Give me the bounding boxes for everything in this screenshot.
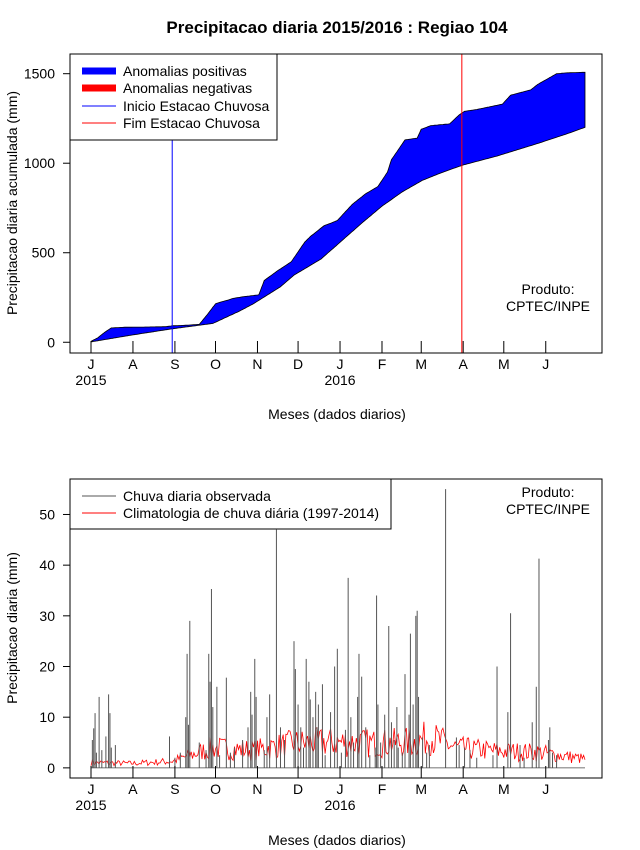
cumulative-y-tick-label: 1500 — [24, 66, 55, 82]
daily-year-label: 2015 — [75, 797, 106, 813]
daily-x-tick-label: S — [170, 781, 179, 797]
cumulative-year-label: 2016 — [324, 372, 355, 388]
cumulative-x-tick-label: S — [170, 356, 179, 372]
climatology-line — [90, 721, 586, 767]
cumulative-product-source: CPTEC/INPE — [506, 298, 590, 314]
cumulative-x-tick-label: F — [378, 356, 387, 372]
cumulative-x-tick-label: J — [88, 356, 95, 372]
daily-x-tick-label: F — [378, 781, 387, 797]
cumulative-y-axis: 0 500 1000 1500 — [24, 66, 71, 350]
cumulative-y-label: Precipitacao diaria acumulada (mm) — [4, 91, 20, 315]
daily-y-tick-label: 30 — [39, 608, 55, 624]
legend-end-label: Fim Estacao Chuvosa — [123, 115, 260, 131]
daily-y-axis: 0 10 20 30 40 50 — [39, 506, 71, 776]
daily-x-tick-label: A — [459, 781, 469, 797]
daily-product-label: Produto: — [522, 484, 575, 500]
cumulative-x-tick-label: J — [337, 356, 344, 372]
daily-legend: Chuva diaria observada Climatologia de c… — [69, 478, 392, 530]
daily-x-tick-label: O — [210, 781, 221, 797]
legend-observed-label: Chuva diaria observada — [123, 488, 271, 504]
daily-x-tick-label: J — [337, 781, 344, 797]
legend-onset-label: Inicio Estacao Chuvosa — [123, 98, 270, 114]
daily-year-label: 2016 — [324, 797, 355, 813]
daily-x-tick-label: M — [498, 781, 510, 797]
cumulative-x-tick-label: D — [293, 356, 303, 372]
daily-x-tick-label: M — [415, 781, 427, 797]
daily-y-label: Precipitacao diaria (mm) — [4, 552, 20, 704]
daily-x-label: Meses (dados diarios) — [268, 832, 406, 848]
cumulative-x-tick-label: M — [415, 356, 427, 372]
daily-x-tick-label: D — [293, 781, 303, 797]
cumulative-legend: Anomalias positivas Anomalias negativas … — [69, 53, 278, 141]
daily-legend-box — [69, 478, 392, 530]
cumulative-y-tick-label: 0 — [47, 334, 55, 350]
chart-title: Precipitacao diaria 2015/2016 : Regiao 1… — [166, 18, 508, 37]
cumulative-x-tick-label: O — [210, 356, 221, 372]
daily-plot-area — [90, 489, 586, 769]
daily-y-tick-label: 10 — [39, 709, 55, 725]
cumulative-x-tick-label: M — [498, 356, 510, 372]
daily-y-tick-label: 0 — [47, 760, 55, 776]
cumulative-product-label: Produto: — [522, 281, 575, 297]
cumulative-y-tick-label: 1000 — [24, 155, 55, 171]
cumulative-year-label: 2015 — [75, 372, 106, 388]
cumulative-x-tick-label: J — [542, 356, 549, 372]
daily-x-tick-label: J — [88, 781, 95, 797]
daily-y-tick-label: 50 — [39, 506, 55, 522]
cumulative-x-tick-label: A — [128, 356, 138, 372]
cumulative-x-tick-label: N — [252, 356, 262, 372]
daily-product-source: CPTEC/INPE — [506, 501, 590, 517]
cumulative-x-label: Meses (dados diarios) — [268, 406, 406, 422]
daily-x-tick-label: J — [542, 781, 549, 797]
daily-y-tick-label: 40 — [39, 557, 55, 573]
daily-y-tick-label: 20 — [39, 659, 55, 675]
legend-positive-label: Anomalias positivas — [123, 63, 247, 79]
cumulative-y-tick-label: 500 — [32, 245, 56, 261]
legend-negative-label: Anomalias negativas — [123, 80, 252, 96]
daily-x-tick-label: N — [252, 781, 262, 797]
daily-x-tick-label: A — [128, 781, 138, 797]
cumulative-x-tick-label: A — [459, 356, 469, 372]
legend-climatology-label: Climatologia de chuva diária (1997-2014) — [123, 505, 379, 521]
